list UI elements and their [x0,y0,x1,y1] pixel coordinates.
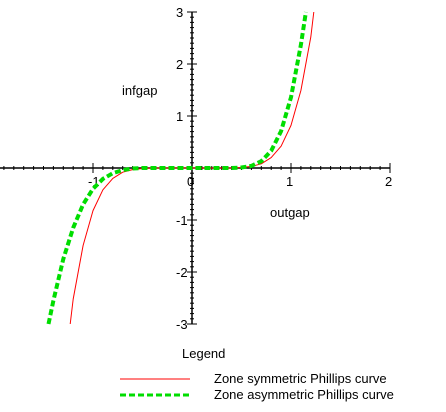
y-tick-label: -1 [176,213,188,228]
tick-labels: -2 -1 0 1 2 -3 -2 -1 1 2 3 [0,5,392,332]
y-tick-label: -2 [176,265,188,280]
x-tick-label: -1 [88,174,100,189]
y-tick-label: 1 [176,109,183,124]
series-group [46,11,315,325]
x-axis-label: outgap [270,205,310,220]
legend-label-symmetric: Zone symmetric Phillips curve [214,371,387,386]
legend: Legend Zone symmetric Phillips curve Zon… [120,346,394,402]
x-tick-label: 2 [385,174,392,189]
y-tick-label: 2 [176,57,183,72]
x-tick-label: -2 [0,174,1,189]
y-tick-label: -3 [176,317,188,332]
y-axis-label: infgap [122,83,157,98]
minor-ticks [3,16,381,320]
y-tick-label: 3 [176,5,183,20]
legend-label-asymmetric: Zone asymmetric Phillips curve [214,387,394,402]
legend-title: Legend [182,346,225,361]
x-tick-label: 1 [286,174,293,189]
series-asymmetric-line [46,11,308,325]
x-tick-label: 0 [187,174,194,189]
